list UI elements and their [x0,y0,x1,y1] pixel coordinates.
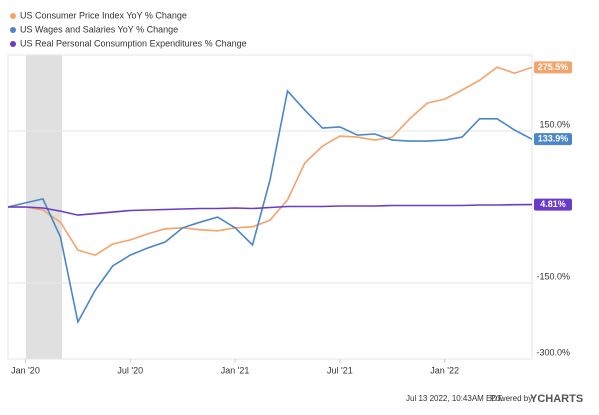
x-tick-label: Jan '22 [430,365,459,375]
x-tick-label: Jan '20 [11,365,40,375]
brand: YCHARTS [530,393,583,405]
timestamp: Jul 13 2022, 10:43AM EDT. [406,394,503,403]
legend-label: US Real Personal Consumption Expenditure… [20,38,247,48]
legend-marker [10,13,16,19]
value-tag: 133.9% [538,134,569,144]
y-tick-label: -300.0% [536,347,570,357]
value-tag-bg [534,61,572,74]
x-tick-label: Jul '21 [327,365,353,375]
series-line [7,89,533,325]
legend-marker [10,41,16,47]
x-tick-label: Jul '20 [117,365,143,375]
series-line [8,66,533,256]
value-tag: 4.81% [540,199,566,209]
x-tick-label: Jan '21 [221,365,250,375]
value-tag-bg [534,133,572,146]
legend-marker [10,27,16,33]
legend-label: US Consumer Price Index YoY % Change [20,10,187,20]
legend-label: US Wages and Salaries YoY % Change [20,24,178,34]
y-tick-label: -150.0% [536,271,570,281]
value-tag-bg [534,198,572,211]
value-tag: 275.5% [538,62,569,72]
y-tick-label: 150.0% [539,119,570,129]
series-line [8,203,533,216]
powered-by: Powered by [490,394,532,403]
